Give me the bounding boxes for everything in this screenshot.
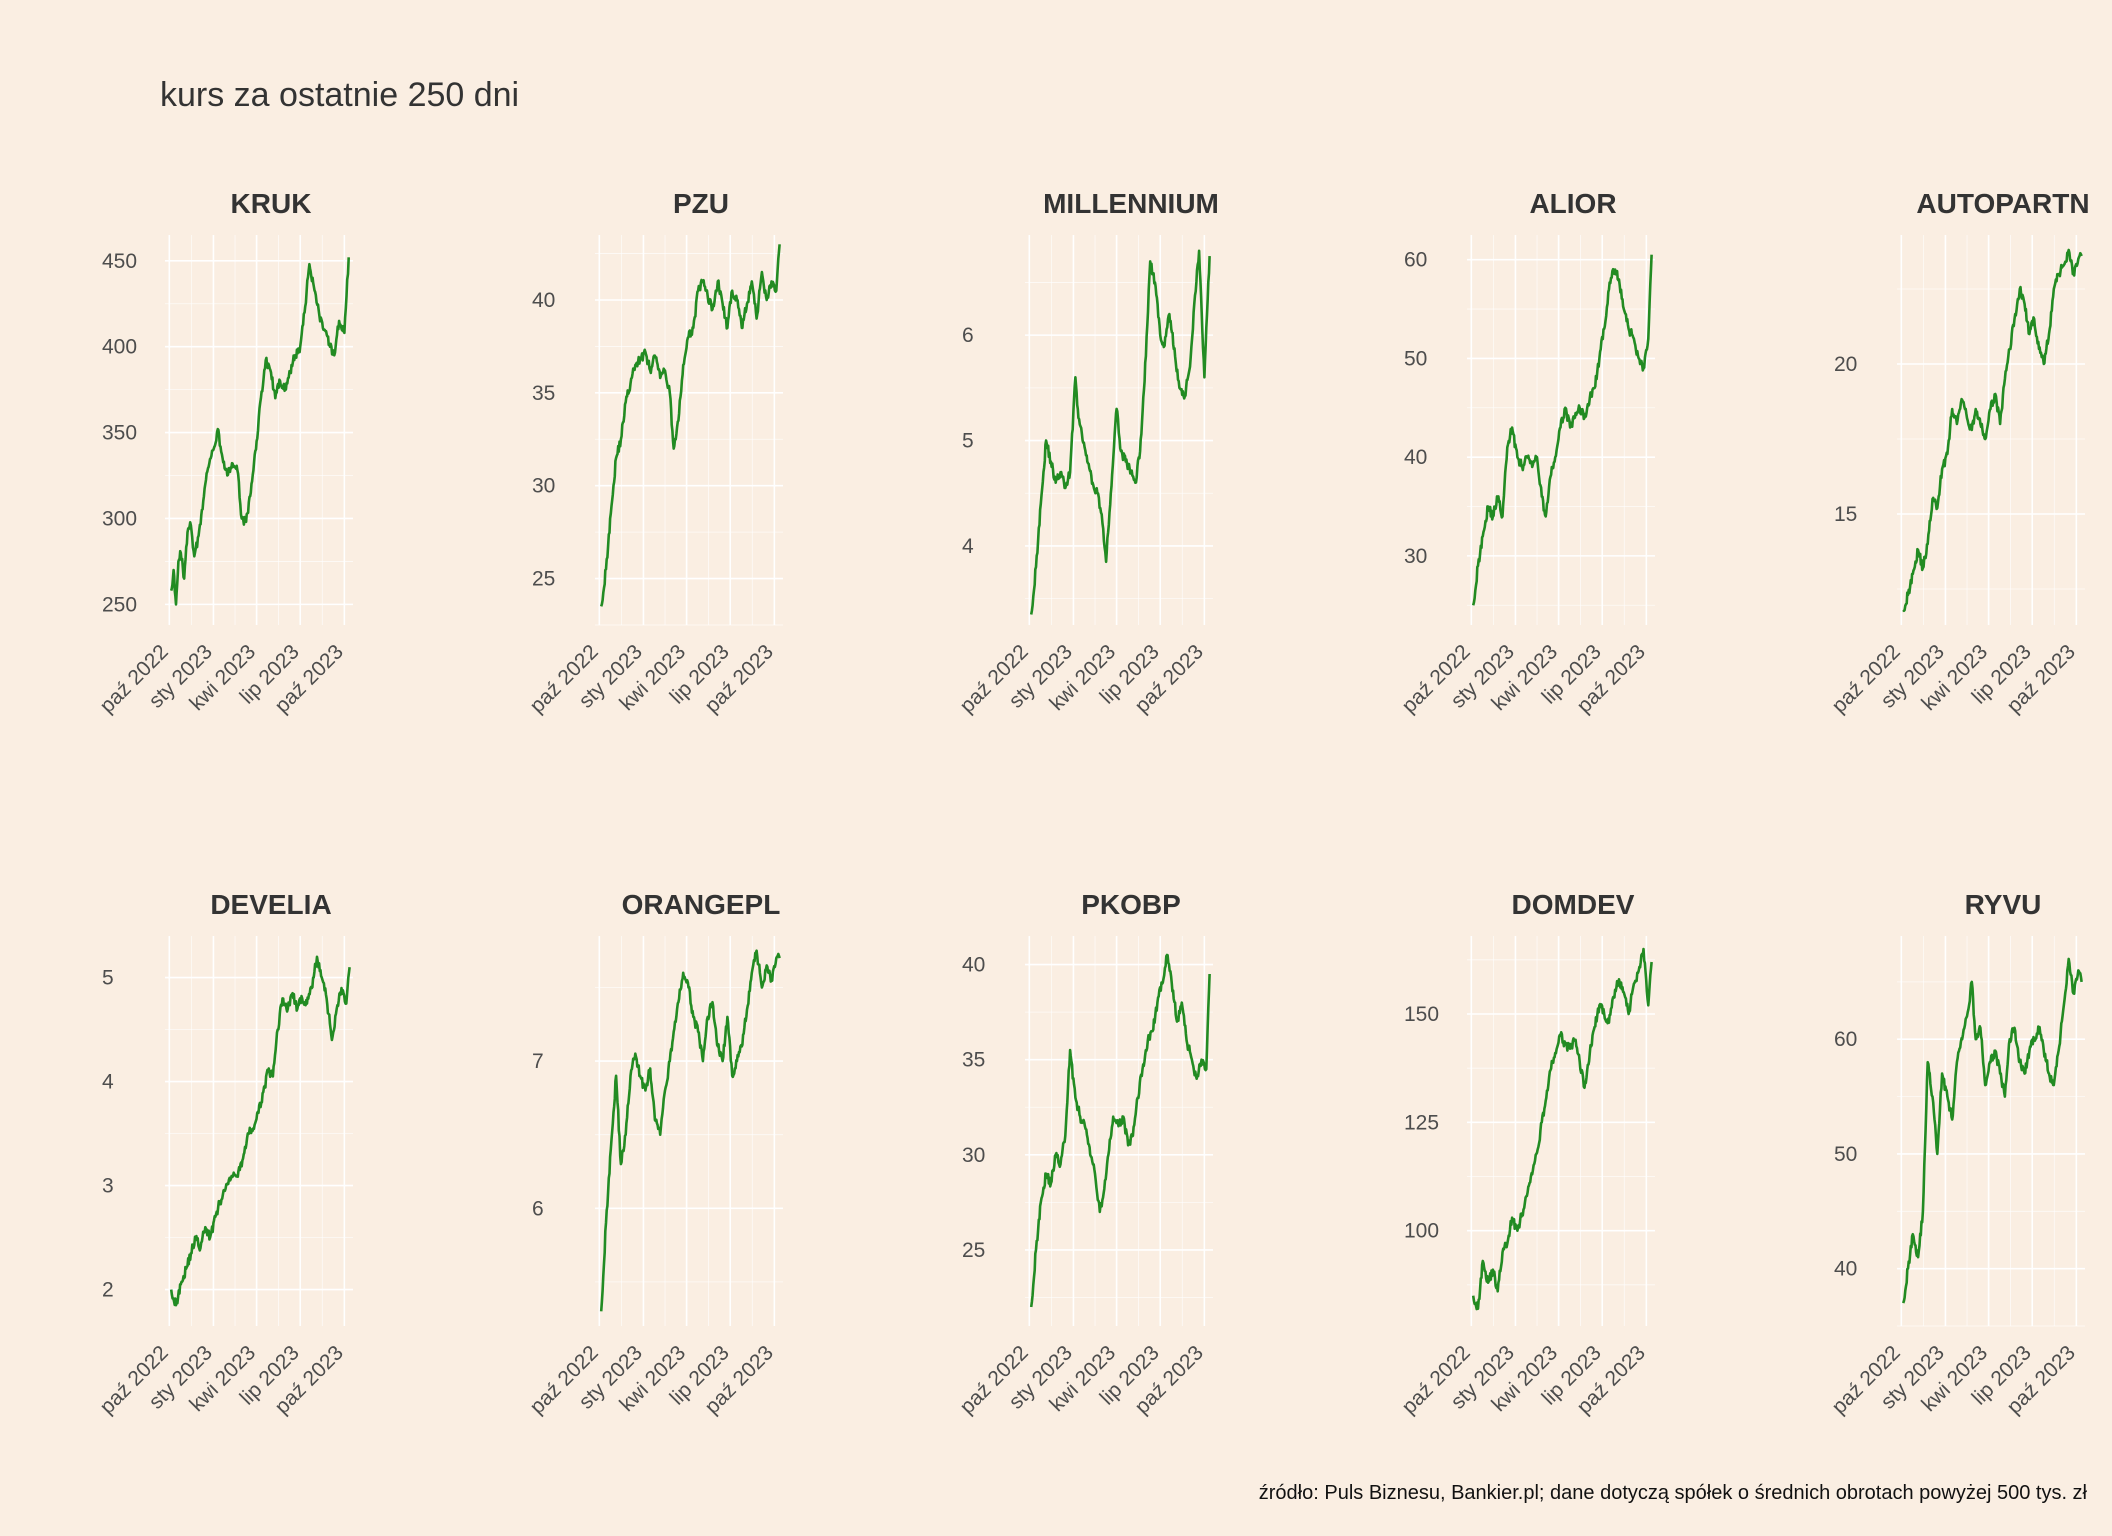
ytick-label: 30 — [1404, 545, 1427, 568]
ytick-label: 50 — [1404, 347, 1427, 370]
panel-title: PZU — [673, 188, 729, 219]
ytick-label: 150 — [1404, 1003, 1439, 1026]
series-line-pzu — [599, 244, 781, 607]
panel-title: MILLENNIUM — [1043, 188, 1219, 219]
ytick-label: 40 — [962, 954, 985, 977]
ytick-label: 400 — [102, 336, 137, 359]
panel-title: PKOBP — [1081, 889, 1181, 920]
ytick-label: 7 — [532, 1050, 544, 1073]
series-line-ryvu — [1901, 957, 2083, 1304]
panel-title: DOMDEV — [1512, 889, 1635, 920]
ytick-label: 5 — [102, 967, 114, 990]
ytick-label: 2 — [102, 1279, 114, 1302]
panel-title: RYVU — [1965, 889, 2042, 920]
ytick-label: 300 — [102, 507, 137, 530]
series-line-orangepl — [599, 949, 781, 1312]
ytick-label: 30 — [532, 475, 555, 498]
ytick-label: 100 — [1404, 1220, 1439, 1243]
ytick-label: 25 — [962, 1239, 985, 1262]
ytick-label: 350 — [102, 422, 137, 445]
series-line-develia — [169, 955, 351, 1307]
panel-title: KRUK — [231, 188, 312, 219]
ytick-label: 40 — [1404, 446, 1427, 469]
series-line-domdev — [1471, 947, 1653, 1311]
ytick-label: 25 — [532, 568, 555, 591]
ytick-label: 60 — [1834, 1028, 1857, 1051]
ytick-label: 5 — [962, 430, 974, 453]
ytick-label: 4 — [962, 535, 974, 558]
panel-title: ORANGEPL — [622, 889, 781, 920]
ytick-label: 4 — [102, 1071, 114, 1094]
ytick-label: 50 — [1834, 1143, 1857, 1166]
series-line-alior — [1471, 254, 1653, 606]
ytick-label: 35 — [532, 382, 555, 405]
page-title: kurs za ostatnie 250 dni — [160, 76, 520, 114]
ytick-label: 3 — [102, 1175, 114, 1198]
ytick-label: 60 — [1404, 249, 1427, 272]
ytick-label: 20 — [1834, 353, 1857, 376]
series-line-pkobp — [1029, 953, 1211, 1308]
ytick-label: 6 — [532, 1197, 544, 1220]
source-note: źródło: Puls Biznesu, Bankier.pl; dane d… — [1258, 1482, 2087, 1504]
ytick-label: 40 — [532, 289, 555, 312]
ytick-label: 250 — [102, 593, 137, 616]
panel-title: DEVELIA — [210, 889, 331, 920]
series-line-millennium — [1029, 249, 1211, 615]
ytick-label: 40 — [1834, 1258, 1857, 1281]
ytick-label: 450 — [102, 250, 137, 273]
ytick-label: 15 — [1834, 503, 1857, 526]
panel-title: AUTOPARTN — [1916, 188, 2089, 219]
series-line-kruk — [169, 257, 350, 606]
series-line-autopartn — [1902, 248, 2083, 613]
ytick-label: 35 — [962, 1049, 985, 1072]
panel-title: ALIOR — [1529, 188, 1616, 219]
ytick-label: 125 — [1404, 1111, 1439, 1134]
ytick-label: 30 — [962, 1144, 985, 1167]
ytick-label: 6 — [962, 324, 974, 347]
